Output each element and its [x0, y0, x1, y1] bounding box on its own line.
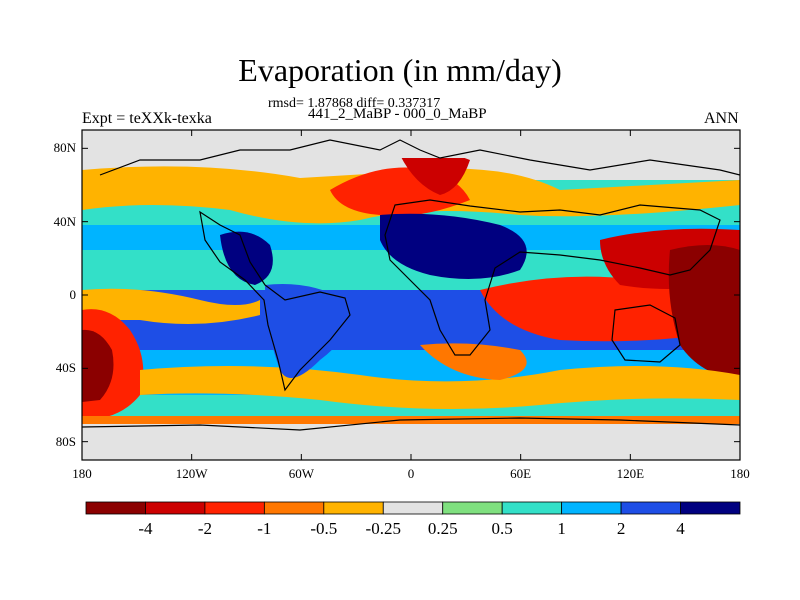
colorbar-swatch — [263, 501, 325, 515]
colorbar-swatch — [145, 501, 206, 515]
australia-coast — [611, 304, 681, 363]
lat-tick-label: 80S — [55, 433, 76, 449]
lat-tick-label: 0 — [69, 287, 77, 302]
lon-tick-label: 60W — [288, 466, 314, 481]
lat-tick-label: 80N — [53, 140, 76, 156]
experiment-label: Expt = teXXk-texka — [82, 110, 212, 127]
colorbar-label: 0.5 — [491, 519, 513, 538]
evaporation-field — [82, 130, 740, 460]
lon-tick-label: 60E — [510, 466, 532, 481]
season-label: ANN — [704, 110, 739, 127]
lat-tick-label: 40N — [53, 213, 76, 229]
colorbar-swatch — [561, 501, 622, 515]
field-antarctic-gray — [82, 418, 740, 460]
colorbar-swatch — [85, 501, 146, 515]
field-sh-orange-patch — [420, 343, 527, 380]
colorbar-swatch — [680, 501, 741, 515]
field-north-darkred — [400, 152, 470, 195]
arctic-coast — [99, 139, 740, 176]
colorbar-label: 0.25 — [427, 519, 458, 538]
lon-tick-label: 120W — [175, 466, 208, 481]
colorbar-swatch — [501, 501, 563, 515]
colorbar-label: 4 — [676, 519, 685, 538]
axis-ticks — [81, 130, 741, 460]
field-pacific-darkred — [668, 245, 740, 380]
colorbar-label: -4 — [138, 519, 153, 538]
period-comparison-label: 441_2_MaBP - 000_0_MaBP — [308, 106, 487, 122]
colorbar-label: 1 — [557, 519, 566, 538]
americas-coast — [199, 210, 351, 392]
eurasia-africa-coast — [384, 199, 721, 356]
colorbar-label: 2 — [616, 519, 626, 538]
lon-tick-label: 180 — [72, 466, 92, 481]
lon-tick-label: 180 — [730, 466, 750, 481]
colorbar-label: -0.25 — [365, 519, 401, 538]
lat-tick-label: 40S — [55, 360, 76, 376]
colorbar — [85, 501, 741, 515]
colorbar-swatch — [620, 501, 681, 515]
lon-tick-label: 120E — [616, 466, 645, 481]
antarctica-coast — [82, 417, 740, 431]
coastline-outlines — [82, 139, 740, 431]
colorbar-label: -2 — [197, 519, 212, 538]
lon-tick-label: 0 — [407, 466, 415, 481]
field-sh-west-darkred — [82, 329, 114, 402]
colorbar-label: -0.5 — [310, 519, 338, 538]
field-samerica-blue — [265, 284, 350, 378]
colorbar-swatch — [204, 501, 265, 515]
field-eurasia-darkblue — [380, 213, 527, 279]
rmsd-diff-stats: rmsd= 1.87868 diff= 0.337317 — [268, 96, 441, 111]
colorbar-swatch — [323, 501, 384, 515]
colorbar-swatch — [442, 501, 503, 515]
colorbar-label: -1 — [257, 519, 272, 538]
page-title: Evaporation (in mm/day) — [238, 52, 562, 88]
field-pacific-orange-tongue — [82, 288, 260, 324]
colorbar-swatch — [382, 501, 444, 515]
